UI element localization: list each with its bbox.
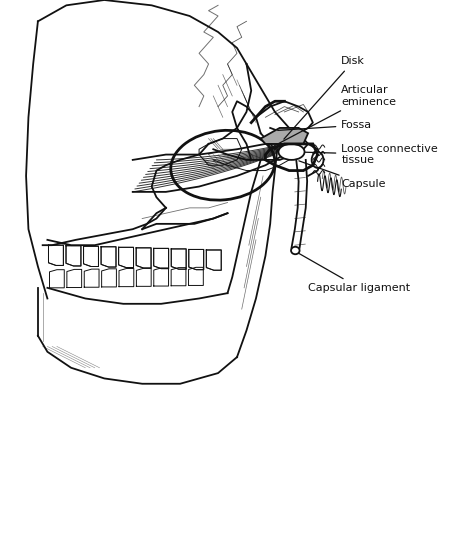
- Text: Articular
eminence: Articular eminence: [270, 85, 396, 148]
- Text: Capsule: Capsule: [299, 161, 386, 189]
- Polygon shape: [171, 249, 186, 269]
- Polygon shape: [101, 269, 117, 287]
- Polygon shape: [136, 248, 151, 268]
- Polygon shape: [206, 250, 221, 270]
- Ellipse shape: [278, 144, 304, 160]
- Polygon shape: [189, 249, 204, 270]
- Ellipse shape: [291, 247, 300, 254]
- Polygon shape: [137, 268, 151, 286]
- Polygon shape: [48, 245, 64, 265]
- Polygon shape: [67, 269, 82, 287]
- Polygon shape: [83, 246, 99, 266]
- Polygon shape: [66, 246, 81, 266]
- Polygon shape: [118, 247, 134, 268]
- Polygon shape: [261, 128, 308, 144]
- Ellipse shape: [312, 152, 324, 168]
- Polygon shape: [84, 269, 99, 287]
- Polygon shape: [119, 269, 134, 287]
- Text: Loose connective
tissue: Loose connective tissue: [297, 144, 438, 165]
- Text: Fossa: Fossa: [278, 120, 373, 131]
- Text: Capsular ligament: Capsular ligament: [292, 249, 410, 293]
- Text: Disk: Disk: [284, 56, 365, 139]
- Polygon shape: [189, 268, 203, 286]
- Polygon shape: [101, 247, 116, 267]
- Polygon shape: [154, 268, 169, 286]
- Polygon shape: [171, 268, 186, 286]
- Polygon shape: [49, 270, 64, 288]
- Polygon shape: [154, 248, 169, 269]
